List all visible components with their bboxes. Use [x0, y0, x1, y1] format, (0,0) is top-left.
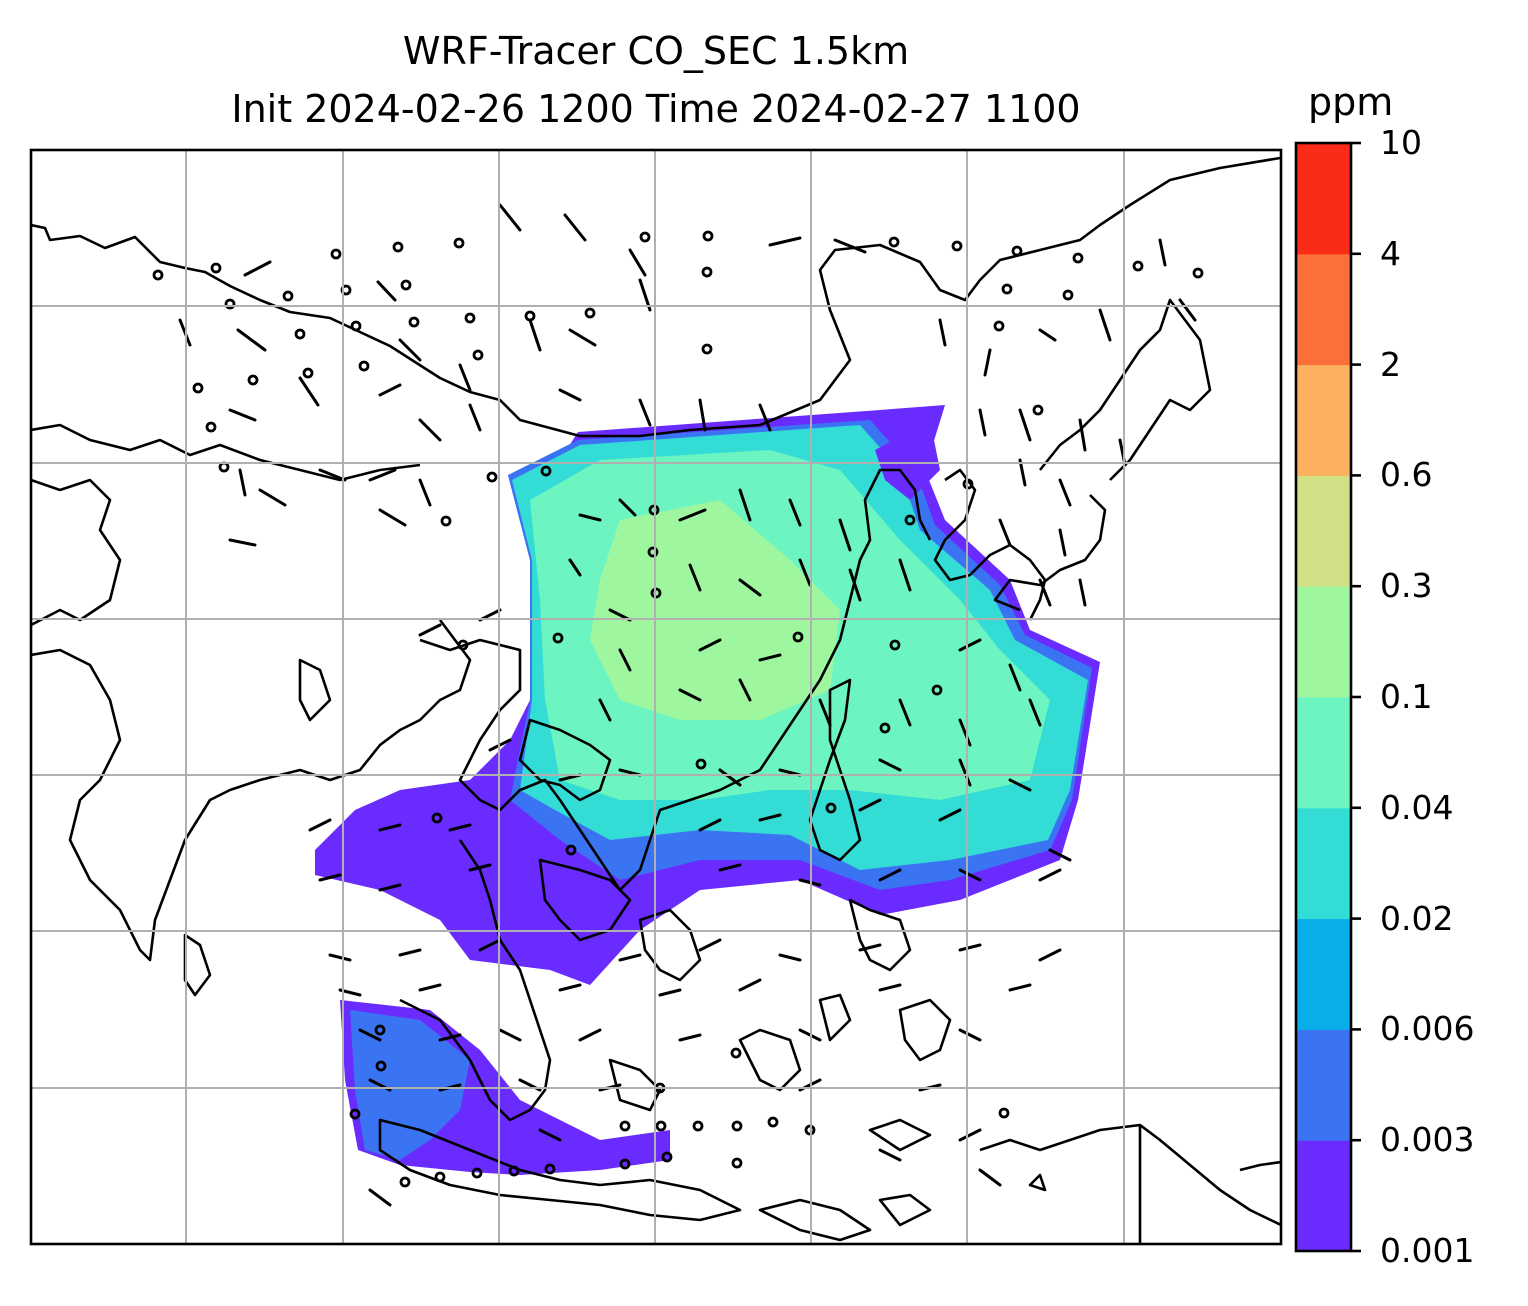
colorbar-unit-label: ppm [1308, 80, 1394, 124]
colorbar-tick-label: 0.003 [1380, 1120, 1475, 1160]
tracer-field [315, 405, 1100, 1175]
colorbar-swatch [1296, 586, 1351, 698]
colorbar-tick-label: 10 [1380, 123, 1422, 162]
colorbar-tick-label: 0.006 [1380, 1009, 1475, 1049]
title-line-2: Init 2024-02-26 1200 Time 2024-02-27 110… [231, 87, 1081, 131]
colorbar-swatch [1296, 697, 1351, 809]
colorbar-swatch [1296, 253, 1351, 366]
colorbar-tick-label: 0.001 [1380, 1231, 1475, 1270]
colorbar-ticks [1351, 141, 1361, 1253]
colorbar-tick-label: 0.02 [1380, 898, 1454, 938]
colorbar-swatch [1296, 143, 1351, 255]
colorbar-tick-label: 0.3 [1380, 566, 1433, 606]
colorbar-swatch [1296, 807, 1351, 920]
colorbar-swatch [1296, 475, 1351, 587]
gridlines [31, 150, 1281, 1244]
colorbar [1296, 143, 1351, 1252]
tracer-gulf-low [875, 420, 940, 500]
plot-frame [29, 148, 1283, 1246]
colorbar-swatch [1296, 364, 1351, 476]
colorbar-swatch [1296, 1140, 1351, 1252]
colorbar-swatch [1296, 1029, 1351, 1141]
colorbar-tick-label: 2 [1380, 344, 1401, 384]
colorbar-swatch [1296, 918, 1351, 1030]
colorbar-tick-label: 4 [1380, 233, 1401, 273]
colorbar-tick-label: 0.1 [1380, 677, 1433, 716]
colorbar-tick-label: 0.04 [1380, 787, 1454, 827]
colorbar-tick-label: 0.6 [1380, 455, 1433, 495]
wind-barbs [178, 203, 1197, 1207]
title-line-1: WRF-Tracer CO_SEC 1.5km [402, 29, 910, 73]
